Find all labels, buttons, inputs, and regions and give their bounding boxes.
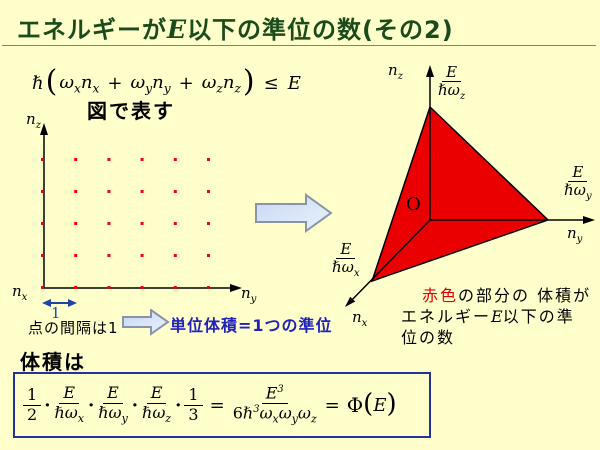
- volume-caption: 体積は: [20, 350, 86, 374]
- right-arrow-icon: [122, 309, 170, 336]
- title-suffix: 以下の準位の数(その2): [187, 16, 454, 44]
- title-prefix: エネルギーが: [17, 16, 167, 44]
- diagram-caption: 図で表す: [87, 99, 175, 123]
- grid-dot: [173, 286, 177, 289]
- unit-volume-note: 単位体積=1つの準位: [170, 316, 333, 335]
- spacing-value: 1: [51, 304, 61, 322]
- grid-dot: [173, 222, 177, 225]
- constraint-formula: ℏ ( ωxnx + ωyny + ωznz ) ≤ E: [32, 64, 301, 101]
- grid-dot: [140, 286, 144, 289]
- plus-operator: +: [107, 73, 123, 94]
- phi-open-paren: (: [363, 389, 374, 419]
- grid-dot: [173, 254, 177, 257]
- term-z: ωznz: [201, 71, 241, 96]
- grid-dot: [207, 158, 210, 161]
- plot3d-z-max-label: E ℏωz: [438, 63, 466, 103]
- open-paren: (: [45, 64, 58, 99]
- multiply-dot: ·: [87, 394, 95, 416]
- title-emphasis: E: [167, 15, 188, 44]
- plot3d-y-max-label: E ℏωy: [564, 163, 592, 203]
- grid-dot: [107, 190, 111, 193]
- dot-plot: [40, 123, 242, 307]
- grid-dot: [41, 254, 44, 257]
- grid-dot: [140, 222, 144, 225]
- frac-result: E3 6ℏ3ωxωyωz: [232, 383, 317, 426]
- grid-dot: [74, 286, 78, 289]
- grid-dot: [107, 222, 111, 225]
- x-axis-arrowhead: [230, 284, 242, 292]
- multiply-dot: ·: [44, 394, 51, 416]
- nx-axis: [346, 219, 431, 306]
- multiply-dot: ·: [175, 394, 182, 416]
- plus-operator: +: [178, 73, 194, 94]
- phi-close-paren: ): [386, 389, 397, 419]
- origin-label: O: [406, 194, 421, 215]
- spacing-caption: 点の間隔は1: [28, 319, 119, 337]
- grid-dot: [140, 158, 144, 161]
- grid-dot: [107, 158, 111, 161]
- dotplot-y-label: ny: [241, 284, 257, 305]
- grid-dot: [207, 190, 210, 193]
- ny-axis-arrowhead: [583, 216, 595, 224]
- phi-arg: E: [373, 394, 387, 416]
- page-title: エネルギーがE以下の準位の数(その2): [17, 10, 454, 45]
- grid-dot: [207, 222, 210, 225]
- red-note-line2: エネルギーE以下の準: [401, 307, 575, 326]
- leq-symbol: ≤: [263, 73, 279, 94]
- grid-dot: [41, 158, 44, 161]
- transform-arrow-icon: [255, 193, 333, 233]
- grid-dot: [140, 254, 144, 257]
- red-region-note: 赤色の部分の 体積が エネルギーE以下の準 位の数: [401, 285, 600, 348]
- multiply-dot: ·: [131, 394, 139, 416]
- red-note-line1: 赤色の部分の 体積が: [422, 286, 592, 305]
- energy-symbol: E: [287, 73, 301, 94]
- plot3d-nx-label: nx: [352, 308, 368, 329]
- grid-dot: [74, 254, 78, 257]
- red-volume-region: [370, 105, 550, 283]
- grid-dot: [74, 190, 78, 193]
- red-note-line3: 位の数: [401, 328, 456, 347]
- plot3d-ny-label: ny: [567, 224, 583, 245]
- grid-dot: [173, 158, 177, 161]
- grid-dot: [207, 254, 210, 257]
- nz-axis-arrowhead: [426, 65, 434, 77]
- equals-sign: =: [324, 394, 340, 416]
- nx-axis-arrowhead: [345, 296, 356, 307]
- hbar-symbol: ℏ: [32, 73, 44, 94]
- grid-dot: [140, 190, 144, 193]
- term-x: ωxnx: [59, 71, 100, 96]
- grid-dot: [74, 222, 78, 225]
- dotplot-z-label: nz: [26, 110, 42, 131]
- grid-dot: [107, 254, 111, 257]
- plot3d-x-max-label: E ℏωx: [332, 240, 360, 280]
- grid-dot: [173, 190, 177, 193]
- grid-dot: [41, 222, 44, 225]
- close-paren: ): [242, 64, 255, 99]
- y-axis-arrowhead: [40, 123, 48, 135]
- grid-dot: [207, 286, 210, 289]
- grid-dot: [41, 190, 44, 193]
- dotplot-x-label: nx: [12, 282, 28, 303]
- phi-symbol: Φ: [346, 393, 364, 417]
- grid-dot: [74, 158, 78, 161]
- grid-dot: [107, 286, 111, 289]
- term-y: ωyny: [130, 71, 171, 96]
- grid-dot: [41, 286, 44, 289]
- equals-sign: =: [209, 394, 225, 416]
- title-divider: [2, 45, 596, 46]
- dot-grid: [41, 158, 210, 289]
- tetrahedron-plot: [345, 65, 595, 307]
- unit-spacing-arrow: [42, 299, 77, 307]
- plot3d-nz-label: nz: [388, 61, 404, 82]
